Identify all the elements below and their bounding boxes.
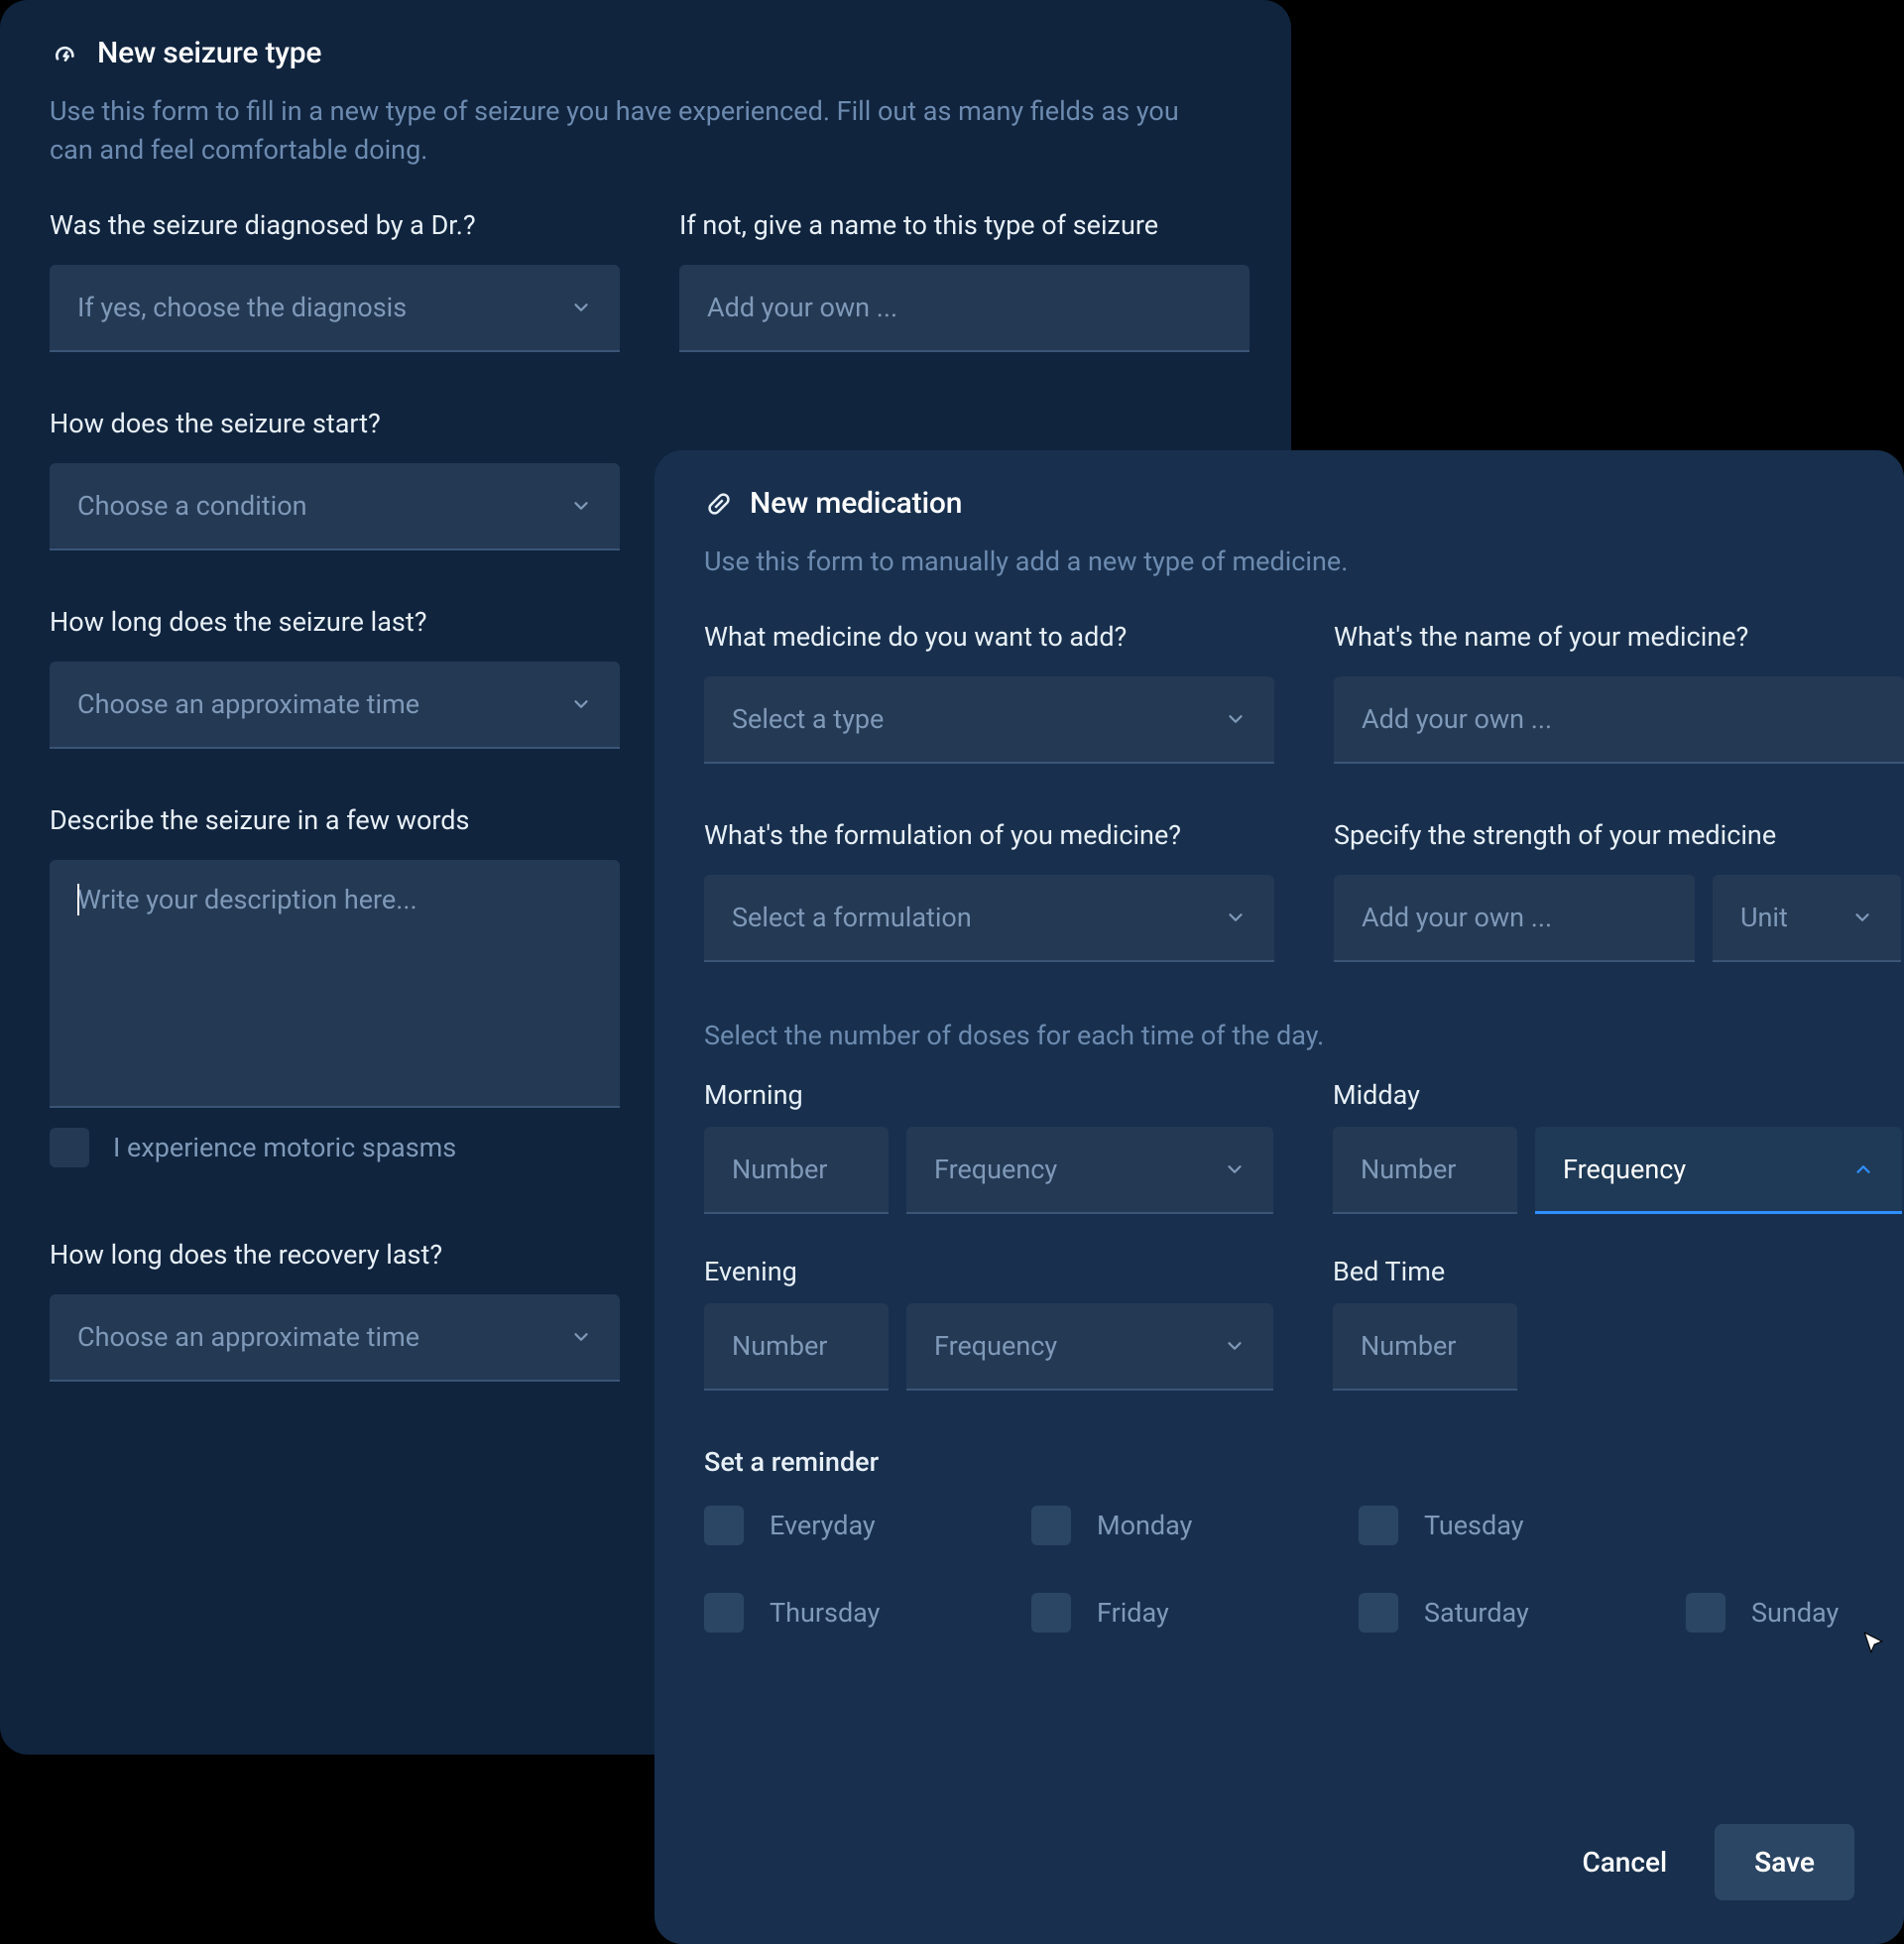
chevron-down-icon [1851,907,1873,928]
chevron-down-icon [1224,1335,1246,1357]
formulation-select[interactable]: Select a formulation [704,875,1274,962]
chevron-down-icon [1225,907,1247,928]
frequency-placeholder: Frequency [934,1154,1057,1185]
checkbox[interactable] [1359,1506,1398,1545]
seizure-title: New seizure type [97,36,321,70]
chevron-up-icon [1852,1158,1874,1180]
reminder-everyday[interactable]: Everyday [704,1506,1031,1545]
number-placeholder: Number [732,1330,827,1362]
midday-number-input[interactable]: Number [1333,1127,1517,1214]
checkbox[interactable] [1031,1506,1071,1545]
med-type-select[interactable]: Select a type [704,676,1274,764]
recovery-select[interactable]: Choose an approximate time [50,1294,620,1382]
reminder-saturday[interactable]: Saturday [1359,1593,1686,1633]
med-name-input[interactable]: Add your own ... [1334,676,1904,764]
chevron-down-icon [570,297,592,318]
save-button[interactable]: Save [1715,1824,1854,1900]
number-placeholder: Number [1361,1154,1456,1185]
morning-number-input[interactable]: Number [704,1127,889,1214]
start-label: How does the seizure start? [50,408,1242,439]
unit-placeholder: Unit [1740,902,1788,933]
start-placeholder: Choose a condition [77,490,307,522]
seizure-icon [50,38,81,69]
doses-desc: Select the number of doses for each time… [704,1020,1854,1051]
midday-frequency-select[interactable]: Frequency [1535,1127,1902,1214]
chevron-down-icon [1224,1158,1246,1180]
morning-frequency-select[interactable]: Frequency [906,1127,1273,1214]
pill-icon [704,489,734,519]
panel-header: New seizure type [50,36,1242,70]
evening-label: Evening [704,1256,1273,1287]
cursor-icon [1860,1631,1886,1660]
seizure-name-placeholder: Add your own ... [707,292,897,323]
checkbox[interactable] [1031,1593,1071,1633]
frequency-label-open: Frequency [1563,1154,1686,1185]
checkbox[interactable] [1686,1593,1726,1633]
seizure-name-label: If not, give a name to this type of seiz… [679,209,1250,241]
frequency-placeholder: Frequency [934,1330,1057,1362]
formulation-label: What's the formulation of you medicine? [704,819,1274,851]
describe-placeholder: Write your description here... [77,884,417,915]
motoric-label: I experience motoric spasms [113,1132,456,1163]
last-select[interactable]: Choose an approximate time [50,662,620,749]
strength-input[interactable]: Add your own ... [1334,875,1695,962]
diagnosed-placeholder: If yes, choose the diagnosis [77,292,407,323]
seizure-name-input[interactable]: Add your own ... [679,265,1250,352]
reminder-thursday[interactable]: Thursday [704,1593,1031,1633]
med-type-label: What medicine do you want to add? [704,621,1274,653]
dialog-footer: Cancel Save [1570,1824,1854,1900]
morning-label: Morning [704,1079,1273,1111]
chevron-down-icon [570,1326,592,1348]
seizure-desc: Use this form to fill in a new type of s… [50,92,1220,170]
midday-label: Midday [1333,1079,1902,1111]
chevron-down-icon [570,693,592,715]
reminder-sunday[interactable]: Sunday [1686,1593,1904,1633]
bedtime-label: Bed Time [1333,1256,1517,1287]
new-medication-panel: New medication Use this form to manually… [654,450,1904,1944]
last-placeholder: Choose an approximate time [77,688,419,720]
reminder-tuesday[interactable]: Tuesday [1359,1506,1686,1545]
reminder-monday[interactable]: Monday [1031,1506,1359,1545]
med-desc: Use this form to manually add a new type… [704,543,1854,581]
med-type-placeholder: Select a type [732,703,884,735]
chevron-down-icon [1225,708,1247,730]
med-title: New medication [750,486,962,521]
med-name-label: What's the name of your medicine? [1334,621,1904,653]
checkbox[interactable] [1359,1593,1398,1633]
bedtime-number-input[interactable]: Number [1333,1303,1517,1391]
reminder-title: Set a reminder [704,1446,1854,1478]
checkbox[interactable] [704,1593,744,1633]
text-caret [77,884,79,915]
motoric-checkbox[interactable] [50,1128,89,1167]
diagnosed-label: Was the seizure diagnosed by a Dr.? [50,209,620,241]
panel-header: New medication [704,486,1854,521]
strength-label: Specify the strength of your medicine [1334,819,1901,851]
number-placeholder: Number [1361,1330,1456,1362]
med-name-placeholder: Add your own ... [1362,703,1552,735]
number-placeholder: Number [732,1154,827,1185]
reminder-friday[interactable]: Friday [1031,1593,1359,1633]
checkbox[interactable] [704,1506,744,1545]
chevron-down-icon [570,495,592,517]
start-select[interactable]: Choose a condition [50,463,620,550]
evening-frequency-select[interactable]: Frequency [906,1303,1273,1391]
recovery-placeholder: Choose an approximate time [77,1321,419,1353]
strength-placeholder: Add your own ... [1362,902,1552,933]
evening-number-input[interactable]: Number [704,1303,889,1391]
describe-textarea[interactable]: Write your description here... [50,860,620,1108]
reminder-grid: Everyday Monday Tuesday Thursday Friday … [704,1506,1854,1633]
unit-select[interactable]: Unit [1713,875,1901,962]
cancel-button[interactable]: Cancel [1570,1826,1679,1898]
diagnosed-select[interactable]: If yes, choose the diagnosis [50,265,620,352]
formulation-placeholder: Select a formulation [732,902,972,933]
